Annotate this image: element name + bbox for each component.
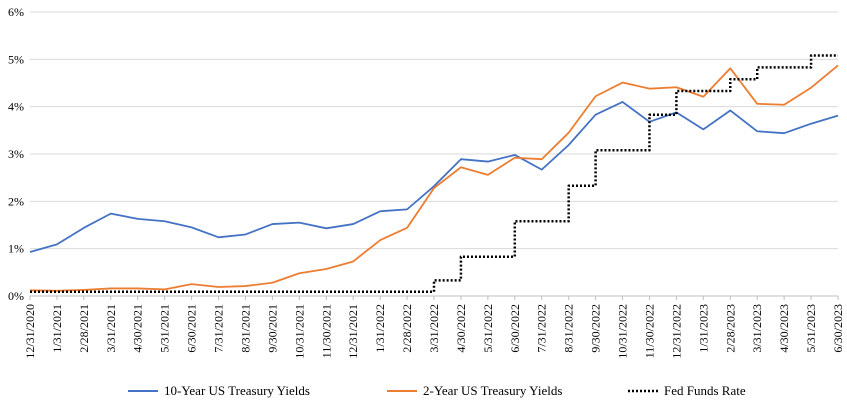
y-tick-label: 2% <box>8 194 24 208</box>
x-tick-label: 5/31/2023 <box>804 304 818 353</box>
x-tick-label: 5/31/2022 <box>481 304 495 353</box>
y-tick-label: 1% <box>8 242 24 256</box>
legend-label: 10-Year US Treasury Yields <box>164 383 310 398</box>
x-tick-label: 1/31/2023 <box>696 304 710 353</box>
x-tick-label: 6/30/2021 <box>185 304 199 353</box>
series-line <box>30 54 838 293</box>
legend-label: 2-Year US Treasury Yields <box>423 383 562 398</box>
x-tick-label: 4/30/2023 <box>777 304 791 353</box>
x-axis-ticks: 12/31/2020 1/31/2021 2/28/2021 3/31/2021 4/3… <box>23 296 845 359</box>
x-tick-label: 11/30/2022 <box>642 304 656 358</box>
x-tick-label: 10/31/2021 <box>292 304 306 359</box>
legend-label: Fed Funds Rate <box>664 383 746 398</box>
x-tick-label: 9/30/2021 <box>265 304 279 353</box>
x-tick-label: 6/30/2023 <box>831 304 845 353</box>
x-tick-label: 3/31/2023 <box>750 304 764 353</box>
x-tick-label: 10/31/2022 <box>616 304 630 359</box>
series-line <box>29 64 839 292</box>
x-tick-label: 11/30/2021 <box>319 304 333 358</box>
gridlines <box>30 11 838 297</box>
x-tick-label: 4/30/2022 <box>454 304 468 353</box>
x-tick-label: 9/30/2022 <box>589 304 603 353</box>
x-tick-label: 4/30/2021 <box>131 304 145 353</box>
y-tick-label: 3% <box>8 147 24 161</box>
series-lines <box>29 54 839 293</box>
y-tick-label: 0% <box>8 289 24 303</box>
y-tick-label: 6% <box>8 5 24 19</box>
y-tick-label: 4% <box>8 100 24 114</box>
x-tick-label: 7/31/2021 <box>212 304 226 353</box>
x-tick-label: 3/31/2022 <box>427 304 441 353</box>
x-tick-label: 2/28/2021 <box>77 304 91 353</box>
x-tick-label: 2/28/2023 <box>723 304 737 353</box>
x-tick-label: 7/31/2022 <box>535 304 549 353</box>
series-line <box>29 101 839 253</box>
x-tick-label: 12/31/2021 <box>346 304 360 359</box>
x-tick-label: 3/31/2021 <box>104 304 118 353</box>
y-tick-label: 5% <box>8 52 24 66</box>
x-tick-label: 8/31/2022 <box>562 304 576 353</box>
y-axis-ticks: 0% 1% 2% 3% 4% 5% 6% <box>8 5 24 303</box>
x-tick-label: 12/31/2022 <box>669 304 683 359</box>
x-tick-label: 1/31/2021 <box>50 304 64 353</box>
x-tick-label: 6/30/2022 <box>508 304 522 353</box>
legend: 10-Year US Treasury Yields 2-Year US Trea… <box>128 383 746 398</box>
x-tick-label: 8/31/2021 <box>238 304 252 353</box>
x-tick-label: 5/31/2021 <box>158 304 172 353</box>
x-tick-label: 12/31/2020 <box>23 304 37 359</box>
x-tick-label: 2/28/2022 <box>400 304 414 353</box>
x-tick-label: 1/31/2022 <box>373 304 387 353</box>
